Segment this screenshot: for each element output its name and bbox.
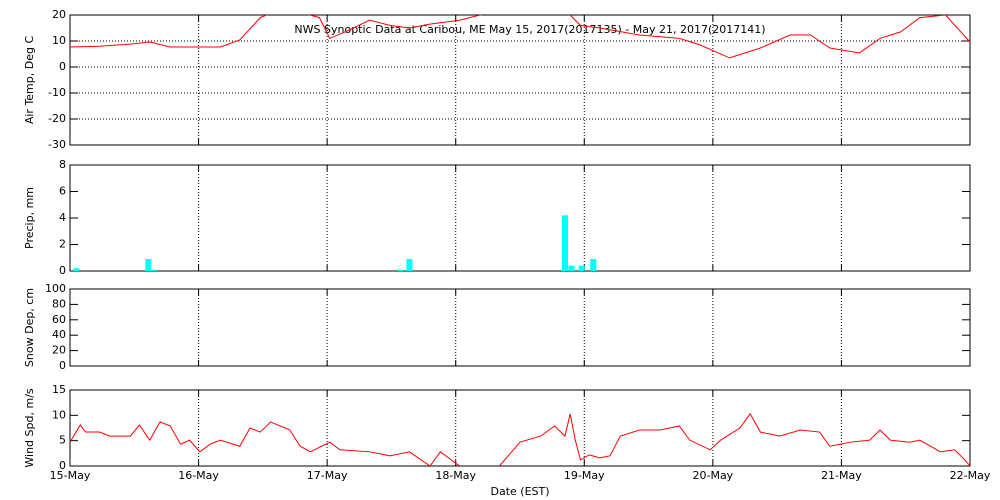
y-tick-label: 8 bbox=[59, 158, 66, 171]
plot-frame bbox=[69, 164, 971, 272]
y-tick-label: 6 bbox=[59, 185, 66, 198]
plot-frame bbox=[69, 14, 971, 146]
y-tick-label: 2 bbox=[59, 238, 66, 251]
y-tick-label: 20 bbox=[52, 8, 66, 21]
bar bbox=[578, 265, 585, 271]
y-tick-label: -10 bbox=[48, 86, 66, 99]
data-line bbox=[70, 412, 970, 466]
plot-area bbox=[70, 15, 970, 59]
y-axis-label: Air Temp, Deg C bbox=[23, 36, 36, 125]
x-tick-label: 15-May bbox=[50, 469, 91, 482]
bar bbox=[73, 268, 80, 271]
y-tick-label: -20 bbox=[48, 112, 66, 125]
x-tick-label: 16-May bbox=[178, 469, 219, 482]
y-tick-label: 5 bbox=[59, 434, 66, 447]
data-line bbox=[70, 15, 970, 59]
x-tick-label: 21-May bbox=[821, 469, 862, 482]
y-tick-label: 0 bbox=[59, 60, 66, 73]
y-tick-label: 20 bbox=[52, 344, 66, 357]
y-axis-label: Precip, mm bbox=[23, 187, 36, 249]
y-tick-label: 0 bbox=[59, 264, 66, 277]
y-tick-label: 40 bbox=[52, 328, 66, 341]
y-tick-label: 10 bbox=[52, 34, 66, 47]
bar bbox=[145, 259, 152, 271]
y-tick-label: 0 bbox=[59, 459, 66, 472]
bar bbox=[568, 265, 575, 271]
bar bbox=[397, 269, 404, 271]
y-tick-label: 4 bbox=[59, 211, 66, 224]
plot-area bbox=[73, 215, 597, 271]
y-tick-label: 15 bbox=[52, 383, 66, 396]
bar bbox=[590, 259, 597, 271]
y-axis-label: Snow Dep, cm bbox=[23, 288, 36, 367]
bar bbox=[150, 269, 157, 271]
y-tick-label: 10 bbox=[52, 408, 66, 421]
y-tick-label: 100 bbox=[45, 282, 66, 295]
plot-frame bbox=[69, 389, 971, 467]
y-tick-label: 80 bbox=[52, 297, 66, 310]
x-axis-label: Date (EST) bbox=[490, 485, 549, 498]
y-tick-label: -30 bbox=[48, 138, 66, 151]
x-tick-label: 20-May bbox=[692, 469, 733, 482]
y-tick-label: 0 bbox=[59, 359, 66, 372]
y-axis-label: Wind Spd, m/s bbox=[23, 388, 36, 468]
x-tick-label: 19-May bbox=[564, 469, 605, 482]
y-tick-label: 60 bbox=[52, 313, 66, 326]
plot-area bbox=[70, 412, 970, 466]
bar bbox=[562, 215, 568, 271]
x-tick-label: 17-May bbox=[307, 469, 348, 482]
chart-title: NWS Synoptic Data at Caribou, ME May 15,… bbox=[294, 23, 765, 36]
x-tick-label: 22-May bbox=[950, 469, 991, 482]
plot-frame bbox=[69, 288, 971, 367]
x-tick-label: 18-May bbox=[435, 469, 476, 482]
bar bbox=[406, 259, 413, 271]
